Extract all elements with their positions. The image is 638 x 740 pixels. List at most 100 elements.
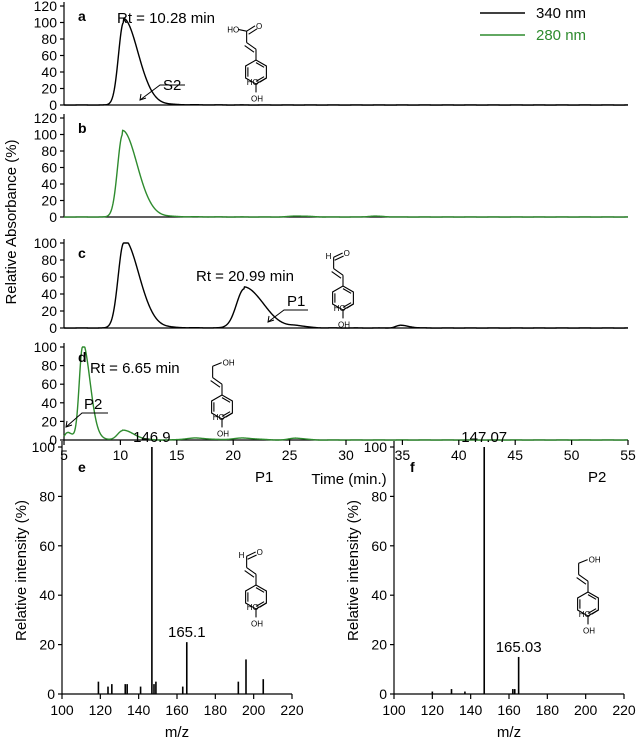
ms-y-tick-label: 100 bbox=[32, 439, 56, 455]
x-tick-label: 30 bbox=[338, 447, 354, 463]
ms-y-tick-label: 80 bbox=[371, 488, 387, 504]
callout-pointer bbox=[139, 84, 185, 101]
svg-text:HO: HO bbox=[334, 304, 346, 313]
ms-y-tick-label: 80 bbox=[39, 488, 55, 504]
structure-p2: OH HO OH bbox=[576, 556, 601, 635]
legend-entry: 340 nm bbox=[536, 5, 586, 22]
x-tick-label: 10 bbox=[113, 447, 129, 463]
ms-peak-label: 146.9 bbox=[133, 429, 171, 446]
svg-text:OH: OH bbox=[338, 320, 350, 329]
svg-text:OH: OH bbox=[251, 94, 263, 103]
ms-x-tick-label: 220 bbox=[280, 702, 304, 718]
ms-x-tick-label: 160 bbox=[165, 702, 189, 718]
ms-x-tick-label: 120 bbox=[421, 702, 445, 718]
ms-y-tick-label: 20 bbox=[39, 637, 55, 653]
svg-text:H: H bbox=[239, 551, 245, 560]
y-tick-label: 0 bbox=[49, 432, 57, 448]
ms-x-tick-label: 200 bbox=[574, 702, 598, 718]
retention-time-label: Rt = 20.99 min bbox=[196, 268, 294, 285]
svg-text:H: H bbox=[326, 252, 332, 261]
ms-y-tick-label: 40 bbox=[39, 587, 55, 603]
ms-x-tick-label: 180 bbox=[204, 702, 228, 718]
panel-label-d: d bbox=[78, 349, 87, 365]
y-tick-label: 100 bbox=[34, 235, 58, 251]
x-tick-label: 5 bbox=[60, 447, 68, 463]
x-tick-label: 35 bbox=[395, 447, 411, 463]
legend: 340 nm 280 nm bbox=[480, 5, 586, 44]
structure-caffeic-acid: HO O HO OH bbox=[227, 22, 267, 103]
ms-peak-label: 165.03 bbox=[496, 639, 542, 656]
legend-entry: 280 nm bbox=[536, 27, 586, 44]
svg-text:OH: OH bbox=[589, 556, 601, 565]
ms-x-tick-label: 140 bbox=[127, 702, 151, 718]
svg-text:O: O bbox=[257, 548, 263, 557]
y-tick-label: 20 bbox=[41, 303, 57, 319]
panel-label-b: b bbox=[78, 120, 87, 136]
y-axis-title: Relative Absorbance (%) bbox=[3, 139, 20, 304]
retention-time-label: Rt = 10.28 min bbox=[117, 10, 215, 27]
ms-y-tick-label: 60 bbox=[39, 538, 55, 554]
y-tick-label: 20 bbox=[41, 193, 57, 209]
structure-p2-chromatogram: OH HO OH bbox=[210, 359, 235, 438]
mass-spectrum-f: 0 20 40 60 80 100 100 120 140 160 180 200 220 147.07 1… bbox=[345, 429, 636, 740]
ms-x-tick-label: 220 bbox=[612, 702, 636, 718]
y-tick-label: 60 bbox=[41, 160, 57, 176]
panel-label-f: f bbox=[410, 459, 415, 475]
ms-x-tick-label: 100 bbox=[50, 702, 74, 718]
trace-a bbox=[63, 17, 629, 106]
y-tick-label: 0 bbox=[49, 209, 57, 225]
y-tick-label: 60 bbox=[41, 376, 57, 392]
panel-label-e: e bbox=[78, 459, 86, 475]
compound-callout: P2 bbox=[84, 396, 102, 413]
y-tick-label: 100 bbox=[34, 127, 58, 143]
ms-y-tick-label: 0 bbox=[379, 686, 387, 702]
compound-label: P2 bbox=[588, 469, 606, 486]
callout-pointer bbox=[65, 412, 108, 428]
ms-x-tick-label: 120 bbox=[89, 702, 113, 718]
ms-y-axis-title: Relative intensity (%) bbox=[345, 500, 362, 641]
ms-peak-label: 147.07 bbox=[461, 429, 507, 446]
trace-c bbox=[63, 242, 629, 329]
panel-label-a: a bbox=[78, 8, 86, 24]
ms-y-tick-label: 100 bbox=[364, 439, 388, 455]
svg-text:OH: OH bbox=[583, 626, 595, 635]
panel-label-c: c bbox=[78, 245, 86, 261]
retention-time-label: Rt = 6.65 min bbox=[90, 360, 180, 377]
y-tick-label: 60 bbox=[41, 48, 57, 64]
svg-text:OH: OH bbox=[217, 429, 229, 438]
ms-y-tick-label: 60 bbox=[371, 538, 387, 554]
y-tick-label: 20 bbox=[41, 81, 57, 97]
x-tick-label: 50 bbox=[564, 447, 580, 463]
x-tick-label: 20 bbox=[225, 447, 241, 463]
ms-y-axis-title: Relative intensity (%) bbox=[13, 500, 30, 641]
ms-x-tick-label: 200 bbox=[242, 702, 266, 718]
ms-y-tick-label: 40 bbox=[371, 587, 387, 603]
compound-callout: P1 bbox=[287, 293, 305, 310]
svg-text:HO: HO bbox=[213, 413, 225, 422]
y-tick-label: 80 bbox=[41, 252, 57, 268]
chromatogram-panel-d: 0 20 40 60 80 100 d bbox=[34, 339, 629, 448]
callout-arrowhead bbox=[267, 315, 275, 323]
svg-text:HO: HO bbox=[247, 603, 259, 612]
y-tick-label: 80 bbox=[41, 143, 57, 159]
x-tick-label: 15 bbox=[169, 447, 185, 463]
svg-text:HO: HO bbox=[247, 78, 259, 87]
ms-x-tick-label: 160 bbox=[497, 702, 521, 718]
y-tick-label: 100 bbox=[34, 15, 58, 31]
callout-pointer bbox=[267, 309, 308, 323]
callout-arrowhead bbox=[65, 420, 73, 428]
trace-b bbox=[63, 129, 629, 218]
y-tick-label: 0 bbox=[49, 97, 57, 113]
ms-x-axis-title: m/z bbox=[165, 724, 189, 740]
y-tick-label: 40 bbox=[41, 64, 57, 80]
ms-x-tick-label: 180 bbox=[536, 702, 560, 718]
compound-label: P1 bbox=[255, 469, 273, 486]
callout-arrowhead bbox=[139, 93, 147, 101]
x-tick-label: 45 bbox=[507, 447, 523, 463]
ms-y-tick-label: 0 bbox=[47, 686, 55, 702]
svg-text:HO: HO bbox=[227, 25, 239, 34]
